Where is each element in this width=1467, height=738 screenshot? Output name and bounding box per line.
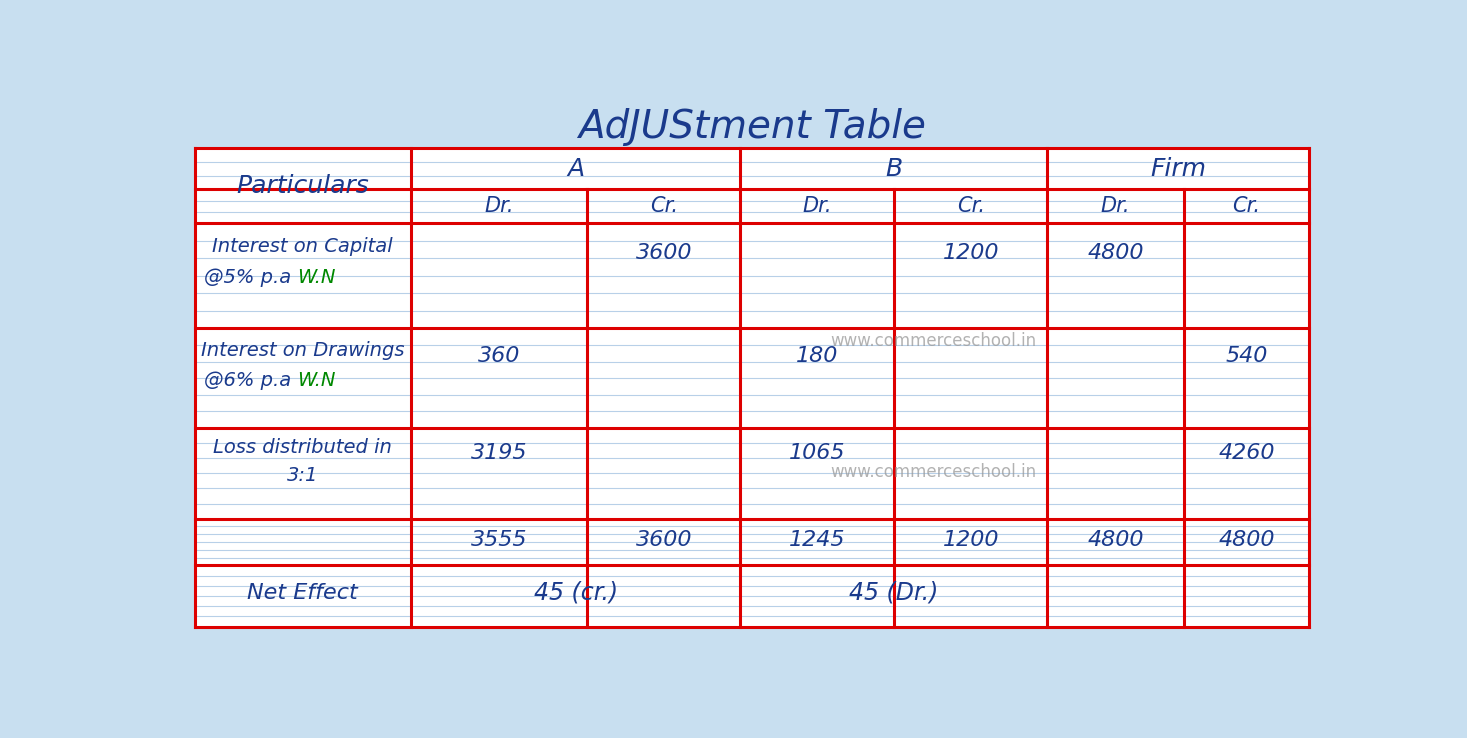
Text: @5% p.a: @5% p.a [204, 269, 296, 287]
Text: 4260: 4260 [1218, 444, 1275, 463]
Text: 45 (Dr.): 45 (Dr.) [849, 581, 939, 605]
Text: www.commerceschool.in: www.commerceschool.in [830, 332, 1037, 351]
Text: Dr.: Dr. [1100, 196, 1131, 216]
Text: B: B [886, 156, 902, 181]
Text: Particulars: Particulars [236, 173, 370, 198]
Text: W.N: W.N [296, 370, 336, 390]
Text: 360: 360 [478, 346, 521, 366]
Text: 1245: 1245 [789, 530, 845, 550]
Text: 4800: 4800 [1218, 530, 1275, 550]
Text: Dr.: Dr. [802, 196, 832, 216]
Text: 1065: 1065 [789, 444, 845, 463]
Text: 45 (cr.): 45 (cr.) [534, 581, 618, 605]
Text: Dr.: Dr. [484, 196, 513, 216]
Text: 3:1: 3:1 [288, 466, 318, 485]
Text: AdJUStment Table: AdJUStment Table [578, 108, 926, 146]
Text: 180: 180 [797, 346, 839, 366]
Text: A: A [568, 156, 584, 181]
Text: 3600: 3600 [635, 243, 692, 263]
Text: W.N: W.N [296, 269, 336, 287]
Text: Cr.: Cr. [650, 196, 678, 216]
Text: Interest on Drawings: Interest on Drawings [201, 341, 405, 359]
Bar [195, 148, 1309, 627]
Text: 4800: 4800 [1087, 243, 1144, 263]
Text: 1200: 1200 [942, 243, 999, 263]
Text: Interest on Capital: Interest on Capital [213, 237, 393, 256]
Text: Net Effect: Net Effect [248, 583, 358, 603]
Text: Firm: Firm [1150, 156, 1206, 181]
Text: 1200: 1200 [942, 530, 999, 550]
Text: 4800: 4800 [1087, 530, 1144, 550]
Text: Cr.: Cr. [956, 196, 984, 216]
Text: Cr.: Cr. [1232, 196, 1260, 216]
Text: Loss distributed in: Loss distributed in [213, 438, 392, 458]
Text: 3600: 3600 [635, 530, 692, 550]
Text: www.commerceschool.in: www.commerceschool.in [830, 463, 1037, 481]
Text: @6% p.a: @6% p.a [204, 370, 296, 390]
Text: 3555: 3555 [471, 530, 527, 550]
Text: 540: 540 [1225, 346, 1267, 366]
Text: 3195: 3195 [471, 444, 527, 463]
